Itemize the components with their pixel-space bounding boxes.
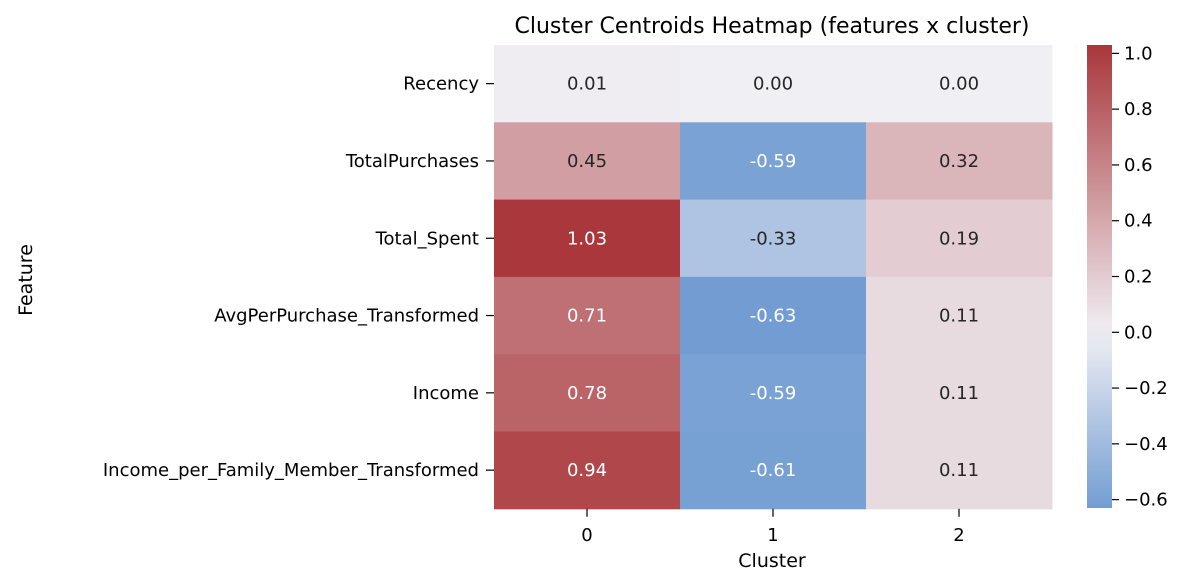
cell-value-label: 0.11 xyxy=(939,306,979,327)
x-axis-label: Cluster xyxy=(738,550,806,572)
heatmap-cell xyxy=(680,199,867,278)
colorbar-tick-label: −0.2 xyxy=(1124,378,1168,399)
colorbar: 1.0 0.8 0.6 0.4 0.2 0.0 −0.2 −0.4 −0.6 xyxy=(1087,43,1168,511)
colorbar-ticks: 1.0 0.8 0.6 0.4 0.2 0.0 −0.2 −0.4 −0.6 xyxy=(1112,43,1168,511)
heatmap-cell xyxy=(494,122,681,201)
chart-title: Cluster Centroids Heatmap (features x cl… xyxy=(514,14,1029,39)
colorbar-tick-label: 0.2 xyxy=(1124,267,1153,288)
cell-value-label: 0.00 xyxy=(939,74,979,95)
heatmap-cell xyxy=(680,354,867,432)
x-tick-label: 2 xyxy=(953,525,964,546)
colorbar-tick-label: −0.4 xyxy=(1124,434,1168,455)
heatmap-cell xyxy=(494,45,681,123)
cell-value-label: 0.11 xyxy=(939,383,979,404)
y-tick-label: Total_Spent xyxy=(375,228,479,249)
heatmap-cell xyxy=(494,431,681,510)
heatmap-cell xyxy=(866,431,1053,510)
heatmap-cell xyxy=(680,431,867,510)
y-tick-label: Recency xyxy=(403,74,479,95)
x-tick-label: 0 xyxy=(581,525,592,546)
cell-value-label: -0.59 xyxy=(750,151,797,172)
cell-value-label: -0.33 xyxy=(750,228,797,249)
colorbar-tick-label: 0.0 xyxy=(1124,322,1153,343)
cell-value-label: 0.00 xyxy=(753,74,793,95)
cell-value-label: -0.59 xyxy=(750,383,797,404)
cell-value-label: -0.63 xyxy=(750,306,797,327)
y-tick-label: Income_per_Family_Member_Transformed xyxy=(103,460,479,481)
heatmap-cell xyxy=(680,276,867,355)
heatmap-cell xyxy=(866,276,1053,355)
colorbar-tick-label: 0.6 xyxy=(1124,155,1153,176)
colorbar-tick-label: 0.8 xyxy=(1124,99,1153,120)
x-tick-label: 1 xyxy=(767,525,778,546)
cell-value-label: 0.19 xyxy=(939,228,979,249)
colorbar-gradient xyxy=(1087,45,1112,508)
cell-value-label: 0.78 xyxy=(567,383,607,404)
cell-value-label: 0.01 xyxy=(567,74,607,95)
x-tick-labels: 0 1 2 xyxy=(581,508,965,546)
heatmap-cell xyxy=(866,199,1053,278)
cell-value-label: 0.11 xyxy=(939,460,979,481)
y-tick-labels: Recency TotalPurchases Total_Spent AvgPerPu… xyxy=(103,74,494,481)
colorbar-tick-label: 0.4 xyxy=(1124,211,1153,232)
y-tick-label: AvgPerPurchase_Transformed xyxy=(214,306,479,327)
heatmap-cell xyxy=(866,354,1053,432)
heatmap-cell xyxy=(680,122,867,201)
heatmap-cell xyxy=(494,276,681,355)
heatmap-cell xyxy=(680,45,867,123)
colorbar-tick-label: −0.6 xyxy=(1124,490,1168,511)
heatmap-cells: 0.01 0.00 0.00 0.45 -0.59 0.32 1.03 -0.33 0.19 0.… xyxy=(494,45,1053,510)
heatmap-cell xyxy=(494,354,681,432)
cell-value-label: 1.03 xyxy=(567,228,607,249)
cell-value-label: 0.94 xyxy=(567,460,607,481)
colorbar-tick-label: 1.0 xyxy=(1124,43,1153,64)
cell-value-label: -0.61 xyxy=(750,460,797,481)
cell-value-label: 0.32 xyxy=(939,151,979,172)
heatmap-cell xyxy=(866,45,1053,123)
y-tick-label: TotalPurchases xyxy=(345,151,479,172)
y-axis-label: Feature xyxy=(15,244,37,316)
heatmap-cell xyxy=(866,122,1053,201)
heatmap-cell xyxy=(494,199,681,278)
y-tick-label: Income xyxy=(413,383,479,404)
cell-value-label: 0.45 xyxy=(567,151,607,172)
cell-value-label: 0.71 xyxy=(567,306,607,327)
